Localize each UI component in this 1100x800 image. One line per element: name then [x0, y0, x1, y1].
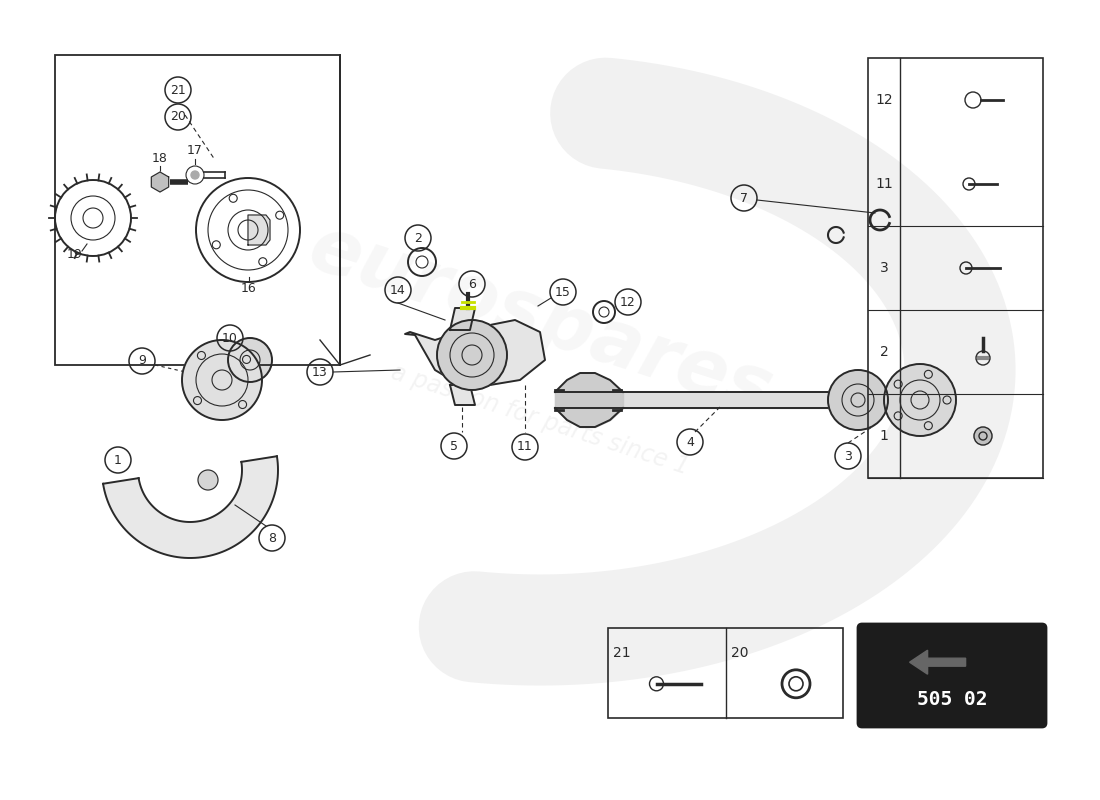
- Polygon shape: [248, 215, 270, 245]
- Text: 21: 21: [170, 83, 186, 97]
- Circle shape: [198, 470, 218, 490]
- Text: 1: 1: [114, 454, 122, 466]
- Text: 505 02: 505 02: [916, 690, 988, 709]
- Circle shape: [228, 338, 272, 382]
- Bar: [608, 628, 843, 718]
- Text: 1: 1: [880, 429, 889, 443]
- Circle shape: [437, 320, 507, 390]
- FancyBboxPatch shape: [858, 624, 1046, 727]
- Text: 2: 2: [880, 345, 889, 359]
- Text: 12: 12: [876, 93, 893, 107]
- Text: 19: 19: [67, 249, 82, 262]
- Text: 5: 5: [450, 439, 458, 453]
- Text: 15: 15: [556, 286, 571, 298]
- Text: 3: 3: [844, 450, 851, 462]
- Polygon shape: [910, 650, 966, 674]
- Polygon shape: [152, 172, 168, 192]
- Bar: [868, 58, 1043, 478]
- Circle shape: [974, 427, 992, 445]
- Polygon shape: [405, 320, 544, 385]
- Polygon shape: [103, 456, 278, 558]
- Circle shape: [884, 364, 956, 436]
- Text: a passion for parts since 1: a passion for parts since 1: [388, 360, 692, 480]
- Text: 20: 20: [170, 110, 186, 123]
- Circle shape: [182, 340, 262, 420]
- Text: eurospares: eurospares: [299, 210, 781, 430]
- Text: 12: 12: [620, 295, 636, 309]
- Polygon shape: [450, 385, 475, 405]
- Text: 3: 3: [880, 261, 889, 275]
- Text: 4: 4: [686, 435, 694, 449]
- Text: 11: 11: [876, 177, 893, 191]
- Polygon shape: [450, 308, 475, 330]
- Text: 6: 6: [469, 278, 476, 290]
- Text: 21: 21: [613, 646, 630, 660]
- Circle shape: [191, 171, 199, 179]
- Text: 9: 9: [139, 354, 146, 367]
- Circle shape: [828, 370, 888, 430]
- Text: 7: 7: [740, 191, 748, 205]
- Text: 18: 18: [152, 151, 168, 165]
- Text: 2: 2: [414, 231, 422, 245]
- Text: 17: 17: [187, 145, 202, 158]
- Text: 16: 16: [241, 282, 257, 294]
- Bar: [55, 55, 340, 365]
- Text: 14: 14: [390, 283, 406, 297]
- Text: 8: 8: [268, 531, 276, 545]
- Text: 10: 10: [222, 331, 238, 345]
- Text: 20: 20: [730, 646, 748, 660]
- Text: 11: 11: [517, 441, 532, 454]
- Text: 13: 13: [312, 366, 328, 378]
